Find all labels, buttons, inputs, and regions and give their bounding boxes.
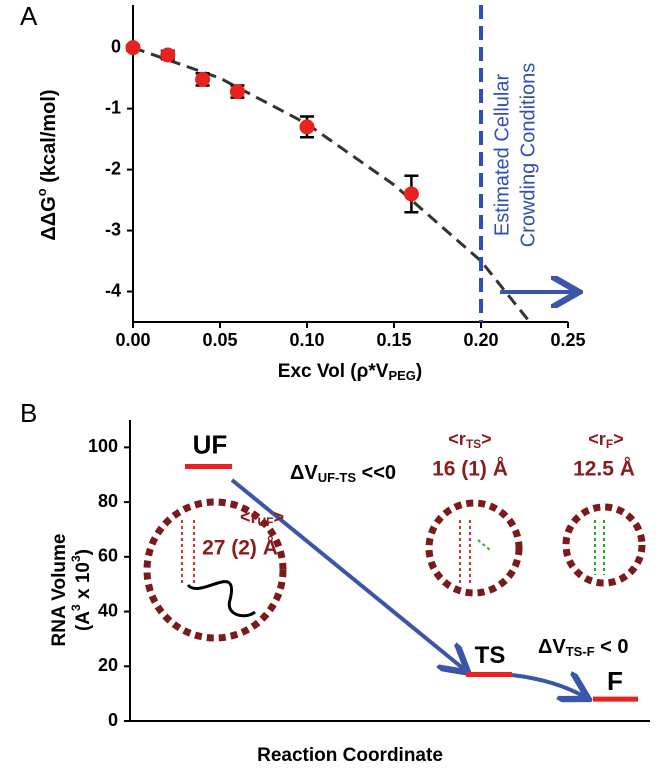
text-part: >: [481, 429, 492, 449]
text-part: <r: [240, 507, 258, 527]
radius-label: <rF>: [588, 429, 623, 451]
y-tick-label: -4: [105, 280, 121, 300]
y-tick-label: -3: [105, 219, 121, 239]
y-tick-label: -1: [105, 97, 121, 117]
radius-label: <rUF>: [240, 507, 284, 529]
rna-sketch: [181, 520, 605, 618]
transition-label: ΔVTS-F < 0: [538, 636, 629, 659]
x-tick-label: 0.20: [463, 330, 498, 350]
text-part: ΔV: [538, 636, 566, 658]
label-part: ΔΔG: [38, 196, 60, 240]
text-part: < 0: [595, 636, 629, 658]
label-part: (kcal/mol): [38, 89, 60, 188]
y-tick-label: 0: [111, 36, 121, 56]
x-tick-label: 0.00: [115, 330, 150, 350]
panel-label: A: [20, 1, 38, 31]
data-point: [160, 47, 176, 63]
y-tick-label: 40: [98, 600, 118, 620]
y-tick-label: -2: [105, 158, 121, 178]
radius-label: <rTS>: [448, 429, 491, 451]
radius-value: 27 (2) Å: [202, 536, 278, 560]
crowding-label: Estimated Cellular: [491, 74, 513, 237]
x-tick-label: 0.25: [550, 330, 585, 350]
text-part: >: [274, 507, 285, 527]
label-part: Exc Vol (ρ*V: [278, 361, 389, 382]
text-part: >: [613, 429, 624, 449]
y-axis-label: (A3 x 103): [69, 549, 94, 631]
y-tick-label: 0: [108, 710, 118, 730]
label-part: x 10: [73, 562, 94, 604]
text-part: <<0: [356, 462, 396, 484]
text-part: <r: [448, 429, 466, 449]
data-point: [125, 40, 141, 56]
fit-curve: [132, 46, 531, 323]
level-label: UF: [193, 429, 228, 459]
transition-arrow: [230, 478, 465, 670]
data-point: [403, 186, 419, 202]
x-tick-label: 0.05: [202, 330, 237, 350]
label-part: ): [416, 361, 422, 382]
x-tick-label: 0.15: [376, 330, 411, 350]
label-part: (A: [73, 611, 94, 631]
y-tick-label: 80: [98, 491, 118, 511]
x-axis-label: Reaction Coordinate: [257, 745, 443, 766]
rna-circles: [143, 498, 646, 642]
transition-arrow: [511, 675, 585, 697]
label-part: 3: [69, 604, 83, 611]
text-part: F: [606, 437, 613, 451]
x-tick-label: 0.10: [289, 330, 324, 350]
y-axis-label: ΔΔGo (kcal/mol): [34, 89, 60, 240]
text-part: ΔV: [290, 462, 318, 484]
level-label: F: [607, 666, 623, 696]
y-axis-label: RNA Volume: [49, 534, 70, 647]
text-part: <r: [588, 429, 606, 449]
text-part: TS-F: [566, 644, 595, 659]
annotations: <rUF>27 (2) Å<rTS>16 (1) Å<rF>12.5 ÅΔVUF…: [202, 429, 635, 660]
data-point: [195, 71, 211, 87]
text-part: TS: [466, 437, 481, 451]
label-part: PEG: [388, 368, 415, 383]
radius-value: 12.5 Å: [573, 457, 635, 481]
data-point: [299, 119, 315, 135]
y-tick-label: 100: [88, 436, 118, 456]
x-axis-label: Exc Vol (ρ*VPEG): [278, 361, 422, 383]
data-point: [229, 84, 245, 100]
text-part: UF: [258, 515, 274, 529]
radius-value: 16 (1) Å: [432, 457, 508, 481]
panel-label: B: [20, 398, 37, 428]
transition-label: ΔVUF-TS <<0: [290, 462, 396, 485]
label-part: o: [34, 188, 49, 196]
level-label: TS: [475, 642, 506, 669]
y-tick-label: 60: [98, 546, 118, 566]
label-part: ): [73, 549, 94, 555]
text-part: UF-TS: [318, 470, 357, 485]
crowding-label: Crowding Conditions: [517, 63, 539, 248]
y-tick-label: 20: [98, 655, 118, 675]
label-part: 3: [69, 555, 83, 562]
